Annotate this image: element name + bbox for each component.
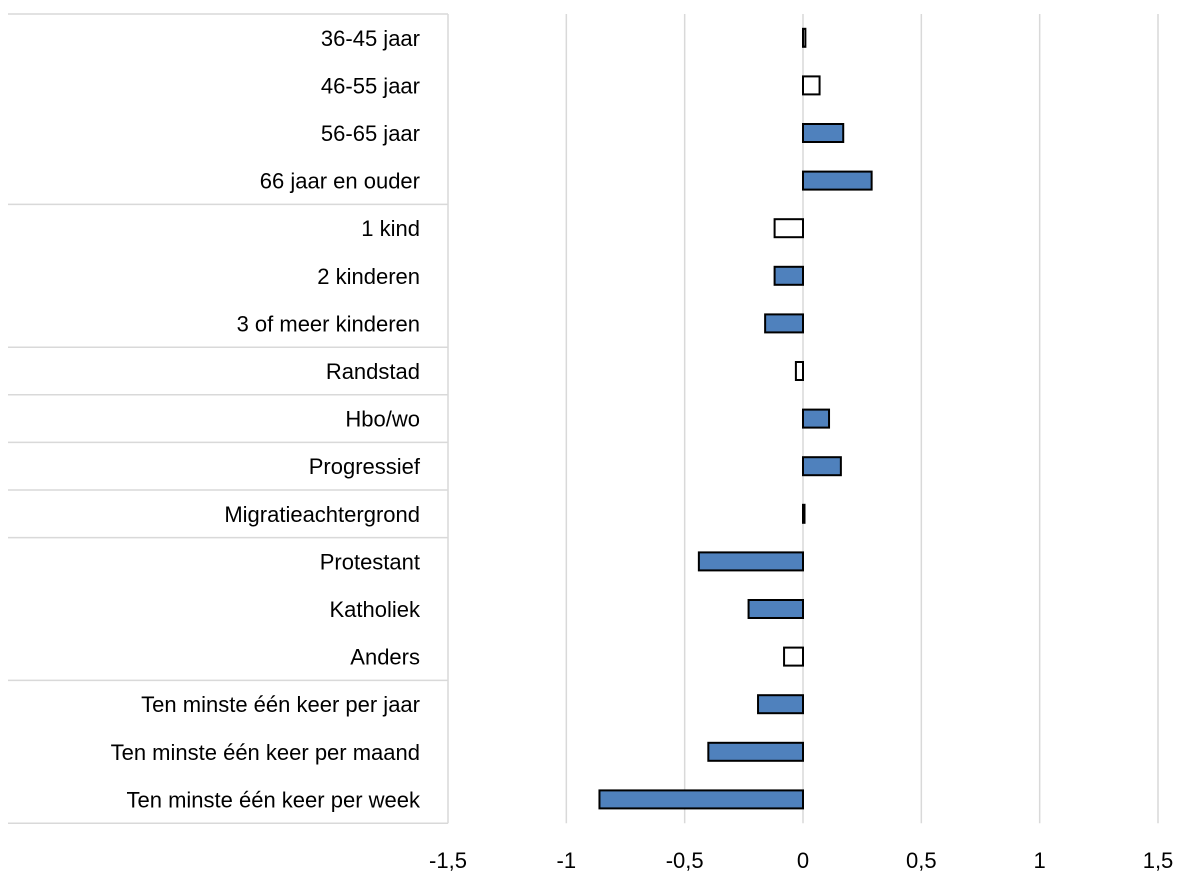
category-label: Protestant bbox=[320, 549, 420, 574]
bar bbox=[707, 741, 804, 762]
bar bbox=[794, 361, 805, 381]
bar bbox=[802, 456, 842, 477]
category-label: 46-55 jaar bbox=[321, 73, 420, 98]
x-tick-label: -1 bbox=[557, 848, 577, 872]
x-tick-label: 1 bbox=[1034, 848, 1046, 872]
category-label: Ten minste één keer per week bbox=[127, 787, 421, 812]
category-label: Migratieachtergrond bbox=[224, 502, 420, 527]
bar bbox=[802, 408, 831, 429]
category-label: Hbo/wo bbox=[345, 407, 420, 432]
bar bbox=[773, 265, 804, 286]
x-tick-label: 0,5 bbox=[906, 848, 937, 872]
bar bbox=[802, 27, 807, 48]
category-label: Katholiek bbox=[329, 597, 421, 622]
category-label: Anders bbox=[350, 645, 420, 670]
category-label: 1 kind bbox=[361, 216, 420, 241]
category-label: Progressief bbox=[309, 454, 421, 479]
bar bbox=[773, 218, 804, 239]
bar bbox=[764, 313, 805, 334]
category-label: Ten minste één keer per maand bbox=[111, 740, 420, 765]
bar bbox=[802, 123, 845, 143]
x-tick-label: -1,5 bbox=[429, 848, 467, 872]
bar bbox=[802, 503, 806, 524]
category-label: 66 jaar en ouder bbox=[260, 169, 420, 194]
category-label: 36-45 jaar bbox=[321, 26, 420, 51]
category-label: 3 of meer kinderen bbox=[237, 311, 420, 336]
category-label: Ten minste één keer per jaar bbox=[141, 692, 420, 717]
x-tick-label: -0,5 bbox=[666, 848, 704, 872]
bar bbox=[802, 170, 873, 191]
bar bbox=[802, 75, 821, 96]
bar bbox=[697, 551, 804, 572]
category-label: 2 kinderen bbox=[317, 264, 420, 289]
bar bbox=[598, 789, 805, 810]
bar bbox=[783, 646, 804, 667]
x-tick-label: 1,5 bbox=[1143, 848, 1174, 872]
bar bbox=[757, 694, 804, 715]
bar bbox=[747, 599, 804, 619]
category-label: Randstad bbox=[326, 359, 420, 384]
x-tick-label: 0 bbox=[797, 848, 809, 872]
category-label: 56-65 jaar bbox=[321, 121, 420, 146]
